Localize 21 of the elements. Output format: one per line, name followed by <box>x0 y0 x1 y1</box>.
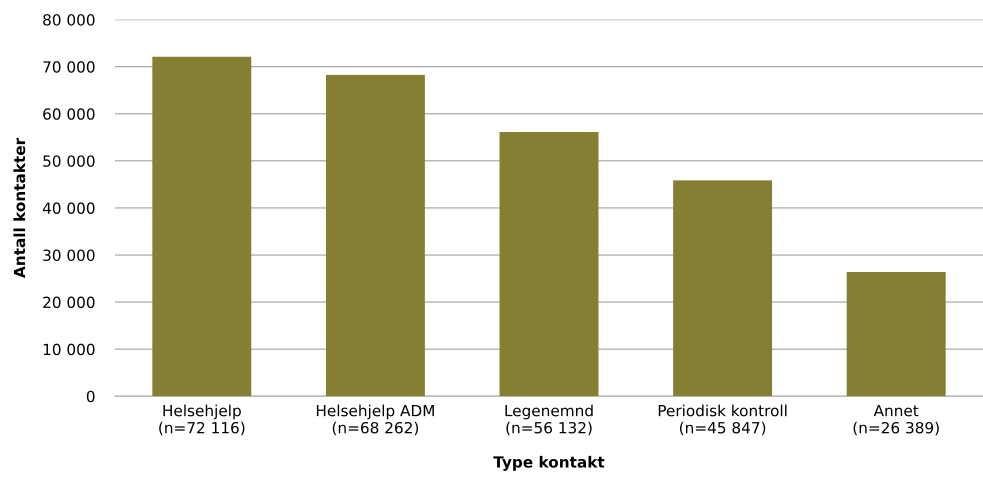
bar <box>152 56 252 396</box>
y-tick-label: 20 000 <box>43 296 95 308</box>
y-tick-label: 60 000 <box>43 108 95 120</box>
x-tick-label: Helsehjelp ADM (n=68 262) <box>316 404 434 436</box>
y-tick-label: 0 <box>86 390 95 402</box>
x-tick-label: Helsehjelp (n=72 116) <box>159 404 244 436</box>
x-tick-label: Legenemnd (n=56 132) <box>505 404 593 436</box>
y-tick-label: 10 000 <box>44 344 95 356</box>
y-tick-label: 30 000 <box>43 249 95 262</box>
y-tick-label: 40 000 <box>42 202 95 214</box>
y-tick-label: 70 000 <box>43 61 95 73</box>
bar <box>500 132 598 396</box>
bar <box>673 180 772 396</box>
x-tick-label: Annet (n=26 389) <box>854 405 939 436</box>
x-axis-title: Type kontakt <box>493 456 604 471</box>
y-tick-label: 80 000 <box>43 14 95 26</box>
y-tick-label: 50 000 <box>43 155 95 167</box>
y-axis-title: Antall kontakter <box>13 138 26 278</box>
bar <box>326 74 425 396</box>
bar <box>846 272 946 396</box>
x-tick-label: Periodisk kontroll (n=45 847) <box>658 404 786 436</box>
